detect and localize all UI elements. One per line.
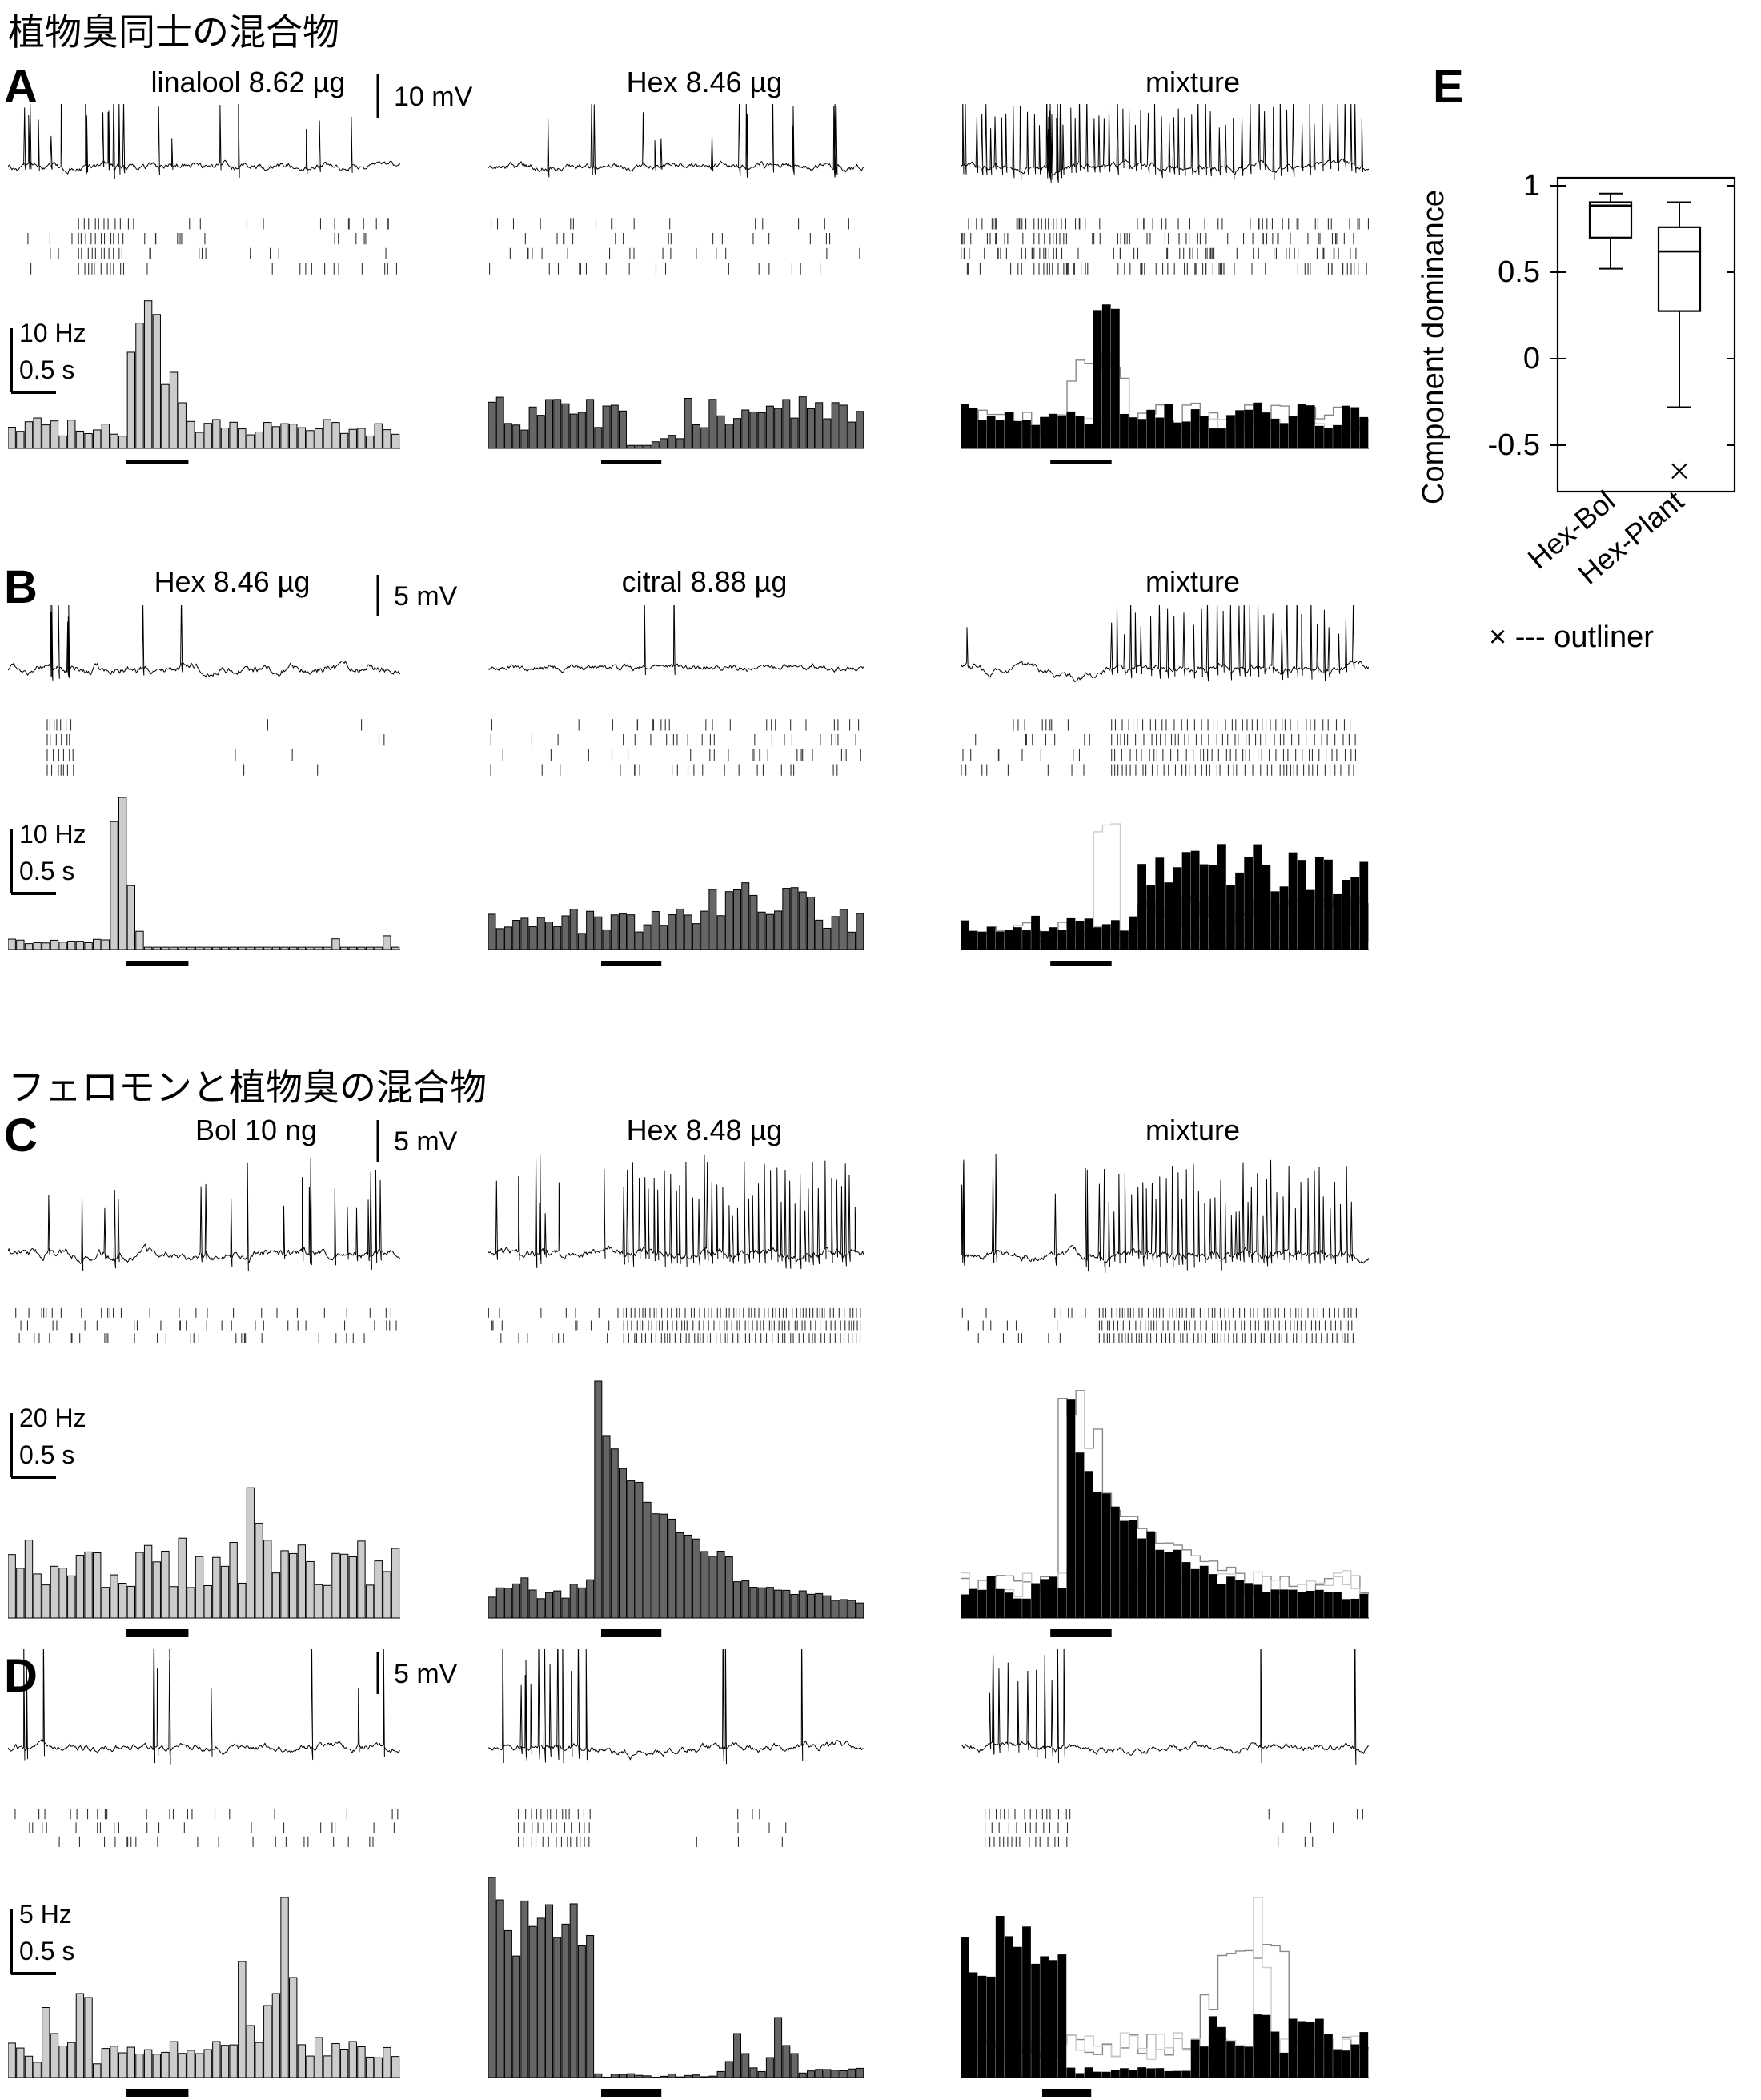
svg-text:-0.5: -0.5 <box>1488 428 1540 462</box>
svg-text:0: 0 <box>1523 342 1540 375</box>
svg-text:0.5: 0.5 <box>1498 255 1540 289</box>
svg-text:1: 1 <box>1523 169 1540 203</box>
